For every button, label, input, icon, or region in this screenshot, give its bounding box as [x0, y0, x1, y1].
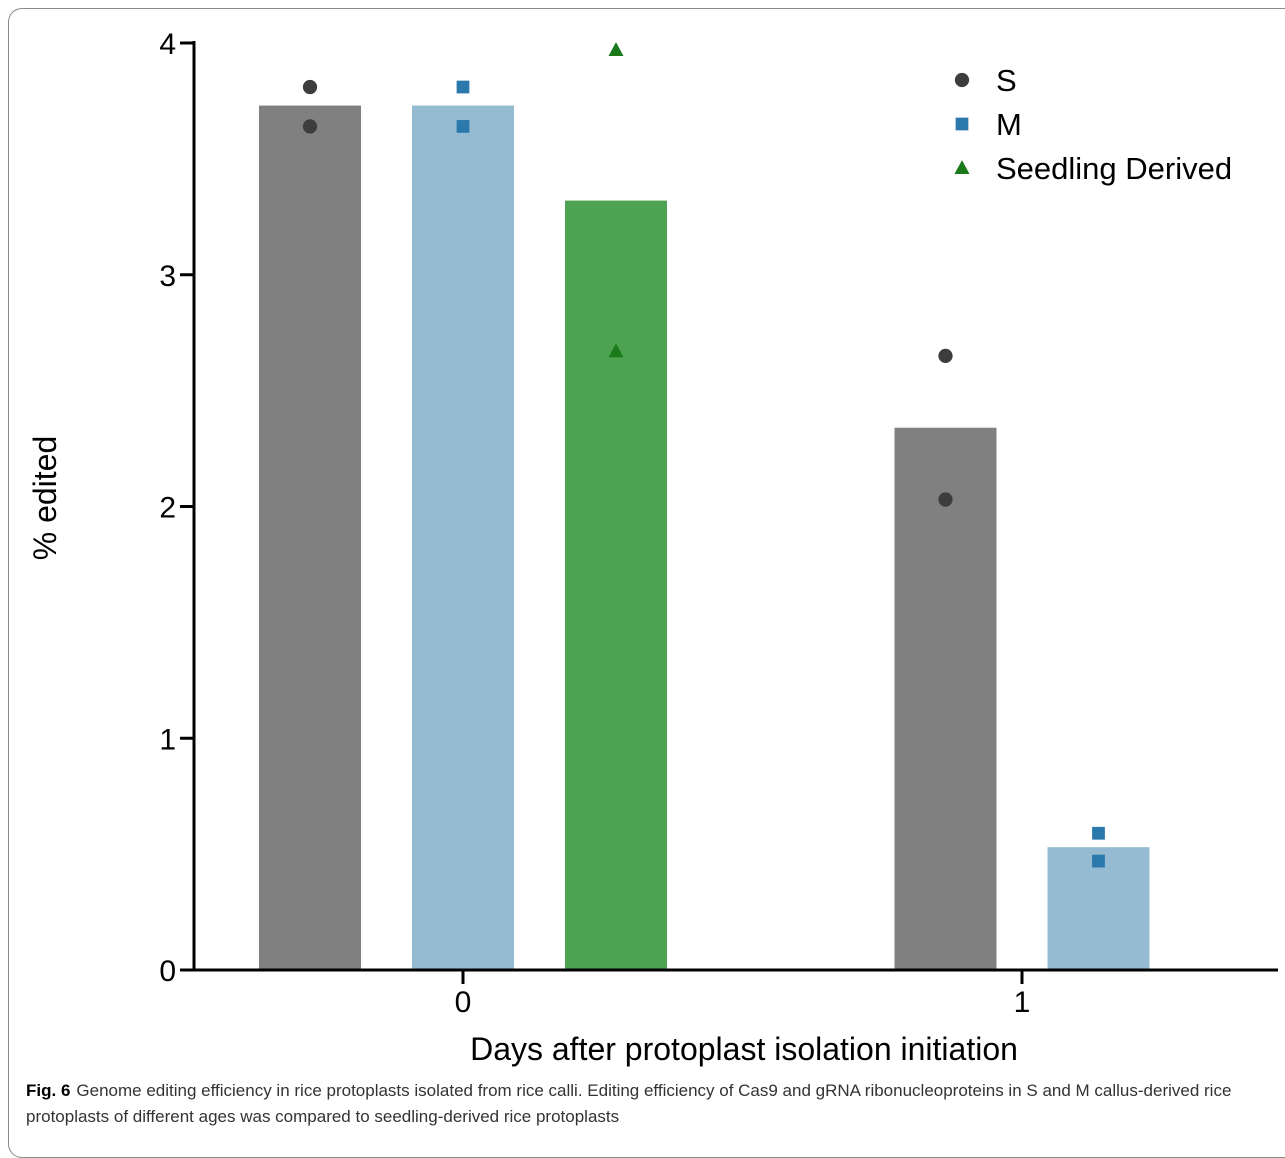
point-m-day-0-2	[456, 120, 470, 133]
x-axis-label: Days after protoplast isolation initiati…	[470, 1031, 1018, 1067]
bar-m-day-1	[1047, 847, 1150, 970]
point-seedling-derived-day-0-1	[608, 42, 624, 56]
bar-seedling-derived-day-0	[565, 200, 667, 971]
legend-label-s: S	[996, 63, 1017, 98]
legend-label-m: M	[996, 107, 1022, 142]
legend-label-seedling-derived: Seedling Derived	[996, 151, 1232, 186]
point-m-day-1-1	[1092, 826, 1105, 840]
y-axis-label: % edited	[27, 436, 63, 561]
y-tick-label: 4	[159, 28, 176, 61]
legend: SM Seedling Derived	[954, 63, 1232, 186]
x-tick-label: 1	[1014, 986, 1031, 1019]
bar-s-day-0	[259, 105, 361, 970]
point-s-day-0-1	[302, 79, 318, 95]
figure-caption: Fig. 6 Genome editing efficiency in rice …	[26, 1078, 1271, 1130]
y-tick-label: 1	[159, 723, 176, 756]
point-m-day-1-2	[1092, 854, 1105, 868]
point-s-day-0-2	[302, 119, 318, 134]
points-layer	[302, 42, 1105, 868]
figure-label: Fig. 6	[26, 1081, 71, 1100]
point-seedling-derived-day-0-2	[608, 343, 624, 358]
x-tick-label: 0	[455, 986, 472, 1019]
legend-marker-m	[955, 117, 969, 131]
bar-m-day-0	[412, 105, 514, 970]
y-tick-label: 2	[159, 492, 176, 525]
y-ticks: 0 1 2 3 4	[159, 28, 194, 988]
bar-s-day-1	[894, 427, 997, 971]
y-tick-label: 0	[159, 955, 176, 988]
y-tick-label: 3	[159, 260, 176, 293]
point-s-day-1-2	[938, 492, 953, 507]
point-m-day-0-1	[456, 80, 470, 94]
figure-caption-text: Genome editing efficiency in rice protop…	[26, 1081, 1232, 1126]
legend-marker-s	[954, 72, 970, 88]
legend-marker-seedling-derived	[954, 160, 970, 174]
bars-layer	[259, 105, 1150, 971]
point-s-day-1-1	[938, 348, 953, 363]
